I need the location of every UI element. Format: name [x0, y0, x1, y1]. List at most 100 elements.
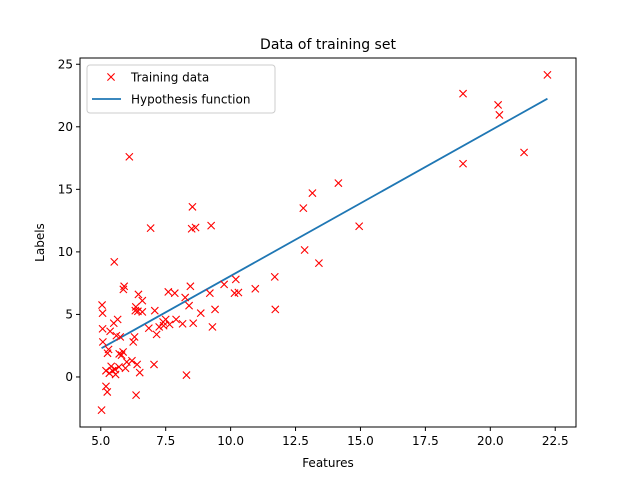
data-point: [459, 159, 468, 168]
x-tick-label: 20.0: [477, 434, 504, 448]
data-point: [131, 302, 140, 311]
data-point: [170, 289, 179, 298]
y-tick-label: 25: [58, 57, 73, 71]
data-point: [127, 356, 136, 365]
y-axis-label: Labels: [33, 223, 47, 262]
data-point: [115, 349, 124, 358]
data-point: [459, 89, 468, 98]
data-point: [144, 324, 153, 333]
data-point: [172, 315, 181, 324]
data-point: [104, 345, 113, 354]
data-point: [182, 371, 191, 380]
data-point: [111, 370, 120, 379]
data-point: [133, 360, 142, 369]
data-point: [113, 315, 122, 324]
data-point: [270, 272, 279, 281]
x-tick-label: 7.5: [156, 434, 175, 448]
data-point: [189, 319, 198, 328]
x-tick-label: 5.0: [91, 434, 110, 448]
data-point: [129, 337, 138, 346]
data-point: [135, 368, 144, 377]
data-point: [186, 282, 195, 291]
data-point: [97, 406, 106, 415]
y-tick-label: 5: [65, 307, 73, 321]
data-point: [155, 322, 164, 331]
data-point: [134, 290, 143, 299]
data-point: [188, 202, 197, 211]
data-point: [125, 152, 134, 161]
data-point: [159, 321, 168, 330]
data-point: [122, 357, 131, 366]
data-point: [110, 257, 119, 266]
data-point: [191, 223, 200, 232]
x-tick-label: 12.5: [282, 434, 309, 448]
data-point: [251, 284, 260, 293]
axes-frame: [79, 57, 577, 428]
data-point: [138, 307, 147, 316]
x-axis-label: Features: [302, 456, 354, 470]
y-tick-label: 0: [65, 370, 73, 384]
data-point: [150, 306, 159, 315]
data-point: [181, 293, 190, 302]
data-point: [205, 289, 214, 298]
data-point: [150, 360, 158, 369]
x-tick-label: 10.0: [217, 434, 244, 448]
axes-layer: 5.0 7.5 10.0 12.5 15.0 17.5 20.0 22.5 0 5 10 15 20 25: [58, 57, 569, 448]
data-point: [494, 100, 503, 109]
chart-title: Data of training set: [260, 37, 396, 53]
data-point: [98, 324, 107, 333]
data-point: [152, 330, 161, 339]
y-tick-label: 10: [58, 245, 73, 259]
data-point: [178, 319, 187, 328]
data-point: [106, 327, 115, 336]
data-point: [207, 221, 216, 230]
x-tick-label: 15.0: [347, 434, 374, 448]
y-tick-label: 20: [58, 120, 73, 134]
x-tick-label: 22.5: [542, 434, 569, 448]
data-point: [208, 322, 217, 331]
data-point: [119, 285, 128, 294]
data-point: [271, 305, 280, 314]
data-point: [98, 337, 107, 346]
data-point: [520, 148, 529, 157]
data-point: [334, 179, 343, 188]
y-tick-label: 15: [58, 182, 73, 196]
data-point: [231, 275, 240, 284]
data-point: [314, 259, 323, 268]
data-point: [116, 332, 125, 341]
data-point: [196, 309, 205, 318]
data-point: [130, 332, 139, 341]
data-point: [132, 391, 141, 400]
data-point: [220, 280, 229, 289]
data-point: [120, 282, 129, 291]
legend-label-training-data: Training data: [130, 71, 209, 85]
legend-marker-training-data: [107, 73, 115, 81]
data-point: [121, 364, 130, 373]
data-point: [308, 189, 317, 198]
data-point: [165, 320, 174, 329]
data-point: [495, 110, 504, 119]
data-point: [146, 224, 155, 233]
legend-box: [86, 64, 276, 114]
data-point: [299, 204, 308, 213]
data-point: [101, 366, 110, 375]
legend: Training data Hypothesis function: [86, 64, 276, 114]
x-tick-label: 17.5: [412, 434, 439, 448]
data-point: [161, 315, 170, 324]
plot-data-layer: [97, 70, 552, 415]
data-point: [98, 301, 107, 310]
data-point: [300, 246, 309, 254]
data-point: [98, 309, 107, 318]
data-point: [234, 288, 243, 297]
data-point: [185, 301, 194, 310]
data-point: [119, 347, 128, 356]
hypothesis-line: [101, 97, 548, 349]
legend-label-hypothesis: Hypothesis function: [131, 93, 250, 107]
data-point: [114, 362, 123, 371]
data-point: [103, 387, 112, 396]
data-point: [138, 296, 147, 305]
data-point: [211, 305, 220, 314]
data-point: [543, 70, 552, 79]
data-point: [164, 287, 173, 296]
